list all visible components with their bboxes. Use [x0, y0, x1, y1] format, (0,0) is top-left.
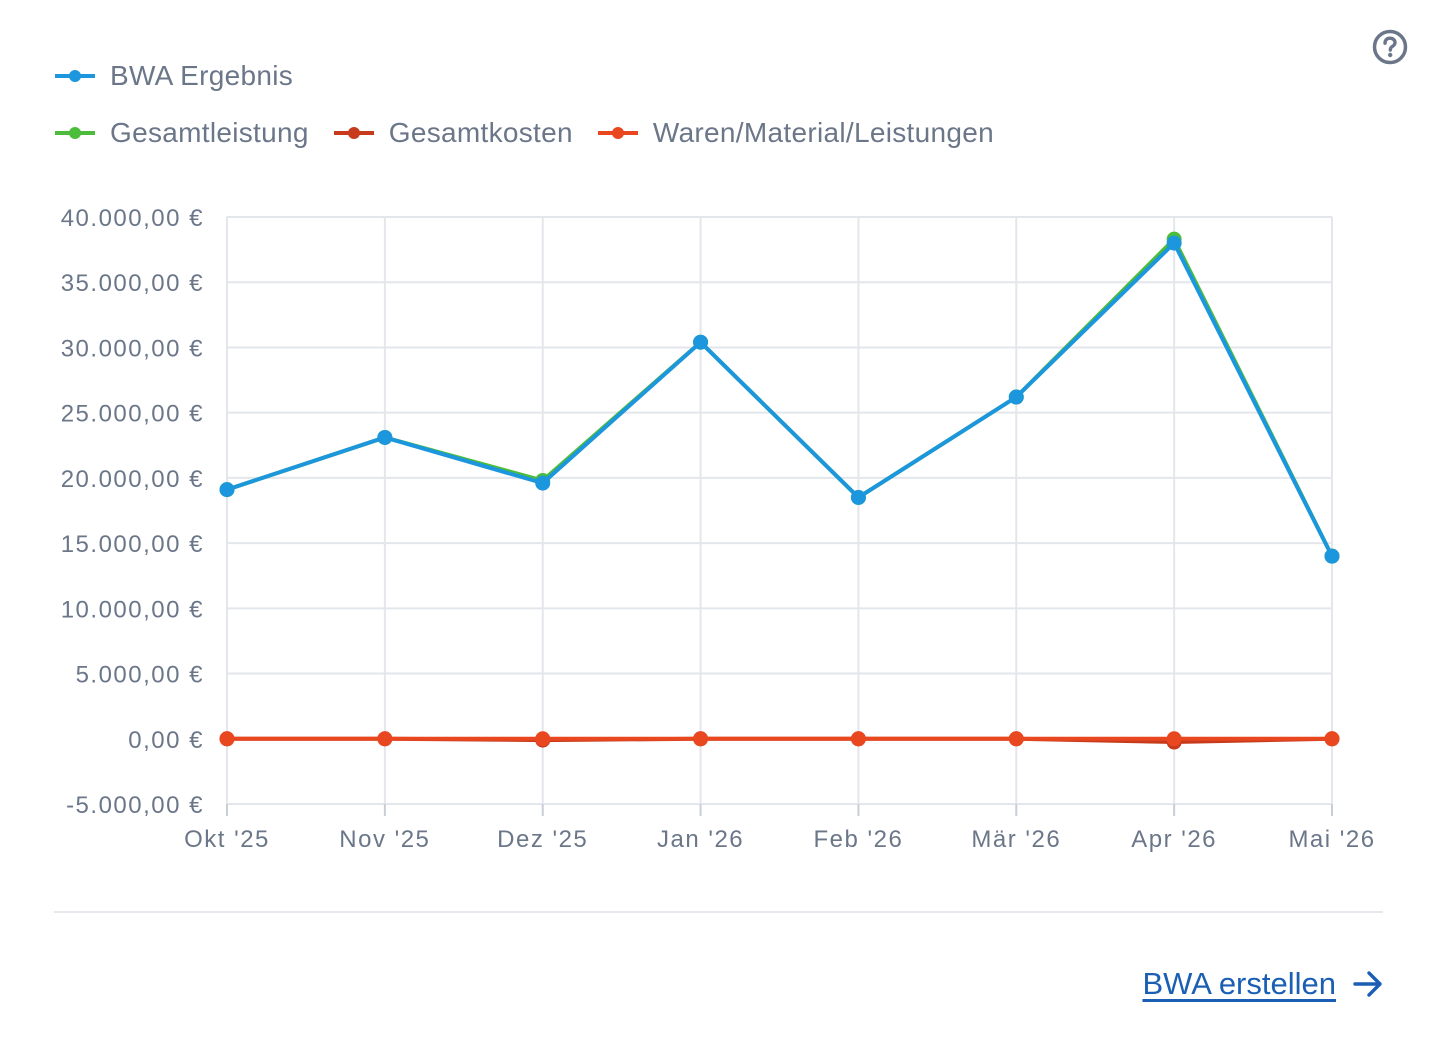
- data-point-bwa-ergebnis: [219, 482, 235, 498]
- help-button[interactable]: [1372, 29, 1408, 65]
- divider: [54, 911, 1383, 913]
- data-point-bwa-ergebnis: [535, 475, 551, 491]
- question-circle-icon: [1372, 29, 1408, 65]
- legend-marker-icon: [597, 127, 638, 139]
- data-point-waren-material-leistungen: [377, 731, 393, 747]
- legend-item-bwa-ergebnis[interactable]: BWA Ergebnis: [54, 58, 293, 94]
- data-point-bwa-ergebnis: [1324, 548, 1340, 564]
- data-point-bwa-ergebnis: [850, 489, 866, 505]
- y-tick-label: 0,00 €: [128, 727, 204, 754]
- y-tick-label: 25.000,00 €: [61, 401, 204, 428]
- y-tick-label: 30.000,00 €: [61, 335, 204, 362]
- data-point-waren-material-leistungen: [1008, 731, 1024, 747]
- x-tick-label: Jan '26: [657, 826, 744, 853]
- legend-label: Gesamtleistung: [110, 117, 309, 148]
- y-tick-label: 35.000,00 €: [61, 270, 204, 297]
- series-line-gesamtleistung: [225, 237, 1334, 559]
- data-point-waren-material-leistungen: [535, 731, 551, 747]
- legend-marker-icon: [55, 127, 95, 139]
- data-point-bwa-ergebnis: [377, 429, 393, 445]
- data-point-bwa-ergebnis: [693, 334, 709, 350]
- data-point-waren-material-leistungen: [1324, 731, 1340, 747]
- legend-row-1: BWA Ergebnis: [54, 58, 317, 94]
- x-tick-label: Nov '25: [339, 826, 430, 853]
- x-tick-label: Dez '25: [497, 826, 588, 853]
- data-point-bwa-ergebnis: [1008, 389, 1024, 405]
- y-tick-label: 40.000,00 €: [61, 205, 204, 232]
- legend-row-2: Gesamtleistung Gesamtkosten Waren/Materi…: [54, 115, 1018, 151]
- arrow-right-icon: [1353, 971, 1382, 997]
- x-tick-label: Apr '26: [1131, 826, 1217, 853]
- legend-marker-icon: [55, 70, 95, 82]
- x-tick-label: Feb '26: [814, 826, 904, 853]
- legend-label: Waren/Material/Leistungen: [652, 117, 994, 148]
- y-tick-label: -5.000,00 €: [66, 792, 204, 819]
- legend-label: Gesamtkosten: [388, 117, 573, 148]
- y-tick-label: 20.000,00 €: [61, 466, 204, 493]
- x-tick-label: Mär '26: [971, 826, 1061, 853]
- y-tick-label: 5.000,00 €: [76, 662, 204, 689]
- legend-label: BWA Ergebnis: [110, 60, 294, 91]
- data-point-bwa-ergebnis: [1166, 235, 1182, 251]
- series-line-bwa-ergebnis: [225, 241, 1334, 559]
- data-point-waren-material-leistungen: [1166, 731, 1182, 747]
- legend-marker-icon: [333, 127, 374, 139]
- data-point-waren-material-leistungen: [219, 731, 235, 747]
- x-tick-label: Okt '25: [184, 826, 270, 853]
- legend-item-gesamtkosten[interactable]: Gesamtkosten: [333, 115, 573, 151]
- legend-item-waren-material-leistungen[interactable]: Waren/Material/Leistungen: [597, 115, 994, 151]
- bwa-erstellen-link[interactable]: BWA erstellen: [1142, 962, 1384, 1006]
- data-point-waren-material-leistungen: [850, 731, 866, 747]
- data-point-waren-material-leistungen: [693, 731, 709, 747]
- y-tick-label: 10.000,00 €: [61, 596, 204, 623]
- x-tick-label: Mai '26: [1288, 826, 1375, 853]
- y-tick-label: 15.000,00 €: [61, 531, 204, 558]
- bwa-erstellen-label: BWA erstellen: [1142, 966, 1336, 1001]
- legend-item-gesamtleistung[interactable]: Gesamtleistung: [54, 115, 309, 151]
